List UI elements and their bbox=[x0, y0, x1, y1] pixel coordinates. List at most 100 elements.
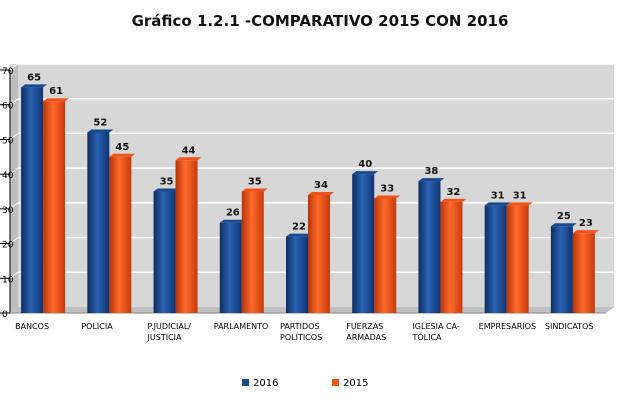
x-tick-label-line: P.JUDICIAL/ bbox=[148, 322, 192, 331]
bar-front bbox=[572, 233, 595, 313]
x-tick-label-line: BANCOS bbox=[15, 322, 49, 331]
bar-front bbox=[175, 160, 198, 313]
bar-top bbox=[241, 188, 268, 192]
data-label: 38 bbox=[424, 166, 438, 177]
x-tick-label-line: TÓLICA bbox=[411, 331, 442, 342]
data-label: 65 bbox=[27, 72, 41, 83]
bar bbox=[109, 153, 136, 313]
legend-item: 2016 bbox=[242, 378, 278, 389]
bar-front bbox=[484, 205, 507, 313]
x-tick-label: SINDICATOS bbox=[545, 322, 594, 331]
x-tick-label: PARLAMENTO bbox=[214, 322, 269, 331]
y-tick-label: 50 bbox=[2, 136, 14, 146]
bar bbox=[87, 129, 114, 313]
data-label: 35 bbox=[160, 177, 174, 188]
bar-front bbox=[21, 87, 44, 313]
bar bbox=[241, 188, 268, 313]
data-label: 23 bbox=[579, 218, 593, 229]
bar bbox=[374, 195, 401, 313]
data-label: 45 bbox=[115, 142, 129, 153]
data-label: 61 bbox=[49, 86, 63, 97]
gridline-side bbox=[9, 167, 19, 175]
bar-top bbox=[572, 230, 599, 234]
bar bbox=[572, 230, 599, 313]
data-label: 31 bbox=[513, 190, 527, 201]
bar-front bbox=[550, 226, 573, 313]
data-label: 34 bbox=[314, 180, 328, 191]
bar-top bbox=[21, 84, 48, 88]
x-tick-label-line: POLICIA bbox=[81, 322, 113, 331]
data-label: 32 bbox=[446, 187, 460, 198]
x-tick-label-line: ARMADAS bbox=[346, 333, 386, 342]
bar-front bbox=[352, 174, 375, 313]
bar-top bbox=[219, 219, 246, 223]
x-tick-label-line: IGLESIA CA- bbox=[412, 322, 459, 331]
legend-item: 2015 bbox=[332, 378, 368, 389]
y-tick-label: 10 bbox=[2, 275, 14, 285]
bar-top bbox=[440, 198, 467, 202]
x-tick-label: PARTIDOS POLÍTICOS bbox=[280, 322, 322, 342]
data-label: 52 bbox=[93, 117, 107, 128]
bar-front bbox=[241, 191, 264, 313]
bar-top bbox=[87, 129, 114, 133]
bar-top bbox=[286, 233, 312, 237]
bar-top bbox=[418, 178, 445, 182]
data-label: 35 bbox=[248, 177, 262, 188]
bar bbox=[21, 84, 48, 313]
bar-top bbox=[43, 98, 70, 102]
data-label: 33 bbox=[380, 183, 394, 194]
plot-side-wall bbox=[10, 64, 18, 313]
y-tick-label: 70 bbox=[2, 67, 14, 77]
bar bbox=[308, 191, 334, 313]
bar bbox=[506, 202, 533, 313]
x-tick-label-line: JUSTICIA bbox=[147, 333, 182, 342]
x-tick-label-line: EMPRESARIOS bbox=[479, 322, 536, 331]
bar bbox=[153, 188, 180, 313]
bar-front bbox=[87, 132, 110, 313]
bar-front bbox=[418, 181, 441, 313]
x-tick-label-line: SINDICATOS bbox=[545, 322, 594, 331]
bar-top bbox=[550, 223, 577, 227]
bar-front bbox=[308, 194, 330, 313]
bar-front bbox=[374, 198, 397, 313]
y-tick-label: 30 bbox=[2, 206, 14, 216]
y-tick-label: 20 bbox=[2, 241, 14, 251]
bar-front bbox=[440, 201, 463, 313]
data-label: 44 bbox=[182, 145, 196, 156]
bar-top bbox=[506, 202, 533, 206]
legend-label: 2016 bbox=[253, 378, 278, 389]
x-tick-label: IGLESIA CA-TÓLICA bbox=[411, 322, 459, 342]
bar bbox=[43, 98, 70, 313]
gridline-side bbox=[9, 133, 19, 140]
y-tick-label: 60 bbox=[2, 102, 14, 112]
bar bbox=[286, 233, 312, 313]
gridline-side bbox=[9, 271, 19, 279]
x-tick-label: FUERZAS ARMADAS bbox=[346, 322, 386, 342]
legend-swatch bbox=[332, 379, 339, 386]
data-label: 26 bbox=[226, 208, 240, 219]
x-tick-label-line: PARTIDOS bbox=[280, 322, 320, 331]
x-tick-label: BANCOS bbox=[15, 322, 49, 331]
legend-label: 2015 bbox=[343, 378, 368, 389]
bar-front bbox=[506, 205, 529, 313]
bar bbox=[219, 219, 246, 313]
bar-front bbox=[153, 191, 176, 313]
y-tick-label: 40 bbox=[2, 171, 14, 181]
data-label: 40 bbox=[358, 159, 372, 170]
data-label: 22 bbox=[292, 222, 306, 233]
gridline-side bbox=[9, 237, 19, 244]
y-tick-label: 0 bbox=[2, 310, 8, 320]
bar bbox=[175, 157, 202, 313]
bar-front bbox=[43, 101, 66, 313]
chart-title: Gráfico 1.2.1 -COMPARATIVO 2015 CON 2016 bbox=[131, 12, 509, 30]
legend-swatch bbox=[242, 379, 249, 386]
bar-top bbox=[109, 153, 136, 157]
bar-front bbox=[109, 156, 132, 313]
bar bbox=[418, 178, 445, 313]
data-label: 31 bbox=[491, 190, 505, 201]
gridline-side bbox=[9, 63, 19, 71]
bar bbox=[352, 171, 379, 313]
bar-top bbox=[153, 188, 180, 192]
